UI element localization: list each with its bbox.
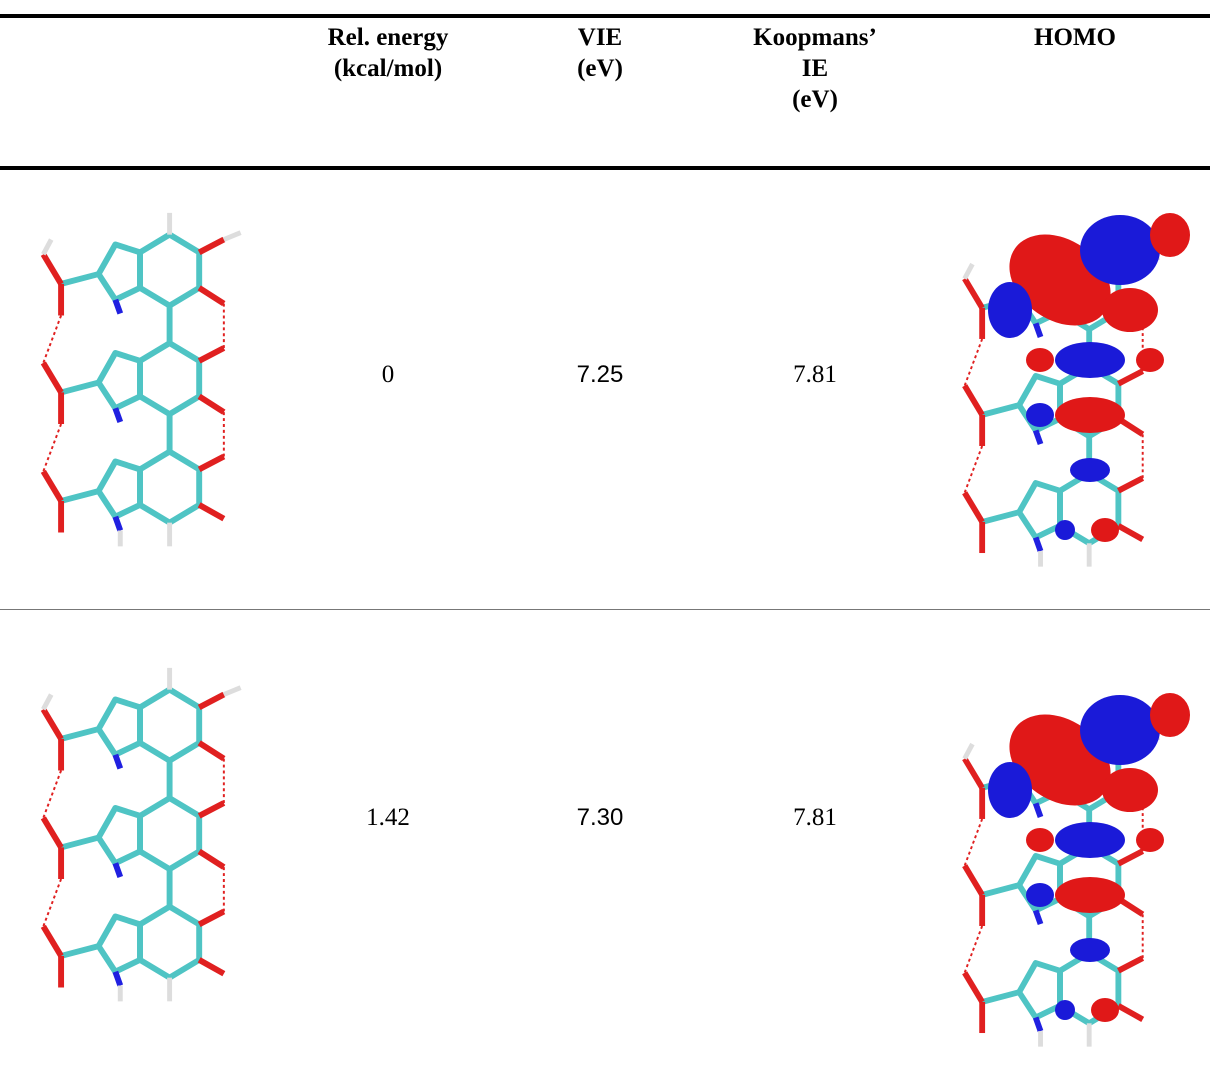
column-header: Rel. energy (kcal/mol) — [288, 22, 488, 84]
page: {"table": { "header": [ [], ["Rel. energ… — [0, 0, 1210, 1092]
header-line: (eV) — [500, 53, 700, 84]
cell: 7.81 — [715, 360, 915, 390]
homo-orbital — [940, 200, 1190, 590]
header-rule — [0, 166, 1210, 170]
header-line: HOMO — [975, 22, 1175, 53]
cell: 7.81 — [715, 803, 915, 833]
cell: 7.25 — [500, 360, 700, 390]
header-line: (kcal/mol) — [288, 53, 488, 84]
column-header: Koopmans’ IE (eV) — [715, 22, 915, 115]
cell: 0 — [288, 360, 488, 390]
header-line: Koopmans’ — [715, 22, 915, 53]
molecule-structure — [20, 205, 260, 570]
row-rule — [0, 609, 1210, 610]
top-rule — [0, 14, 1210, 18]
cell: 1.42 — [288, 803, 488, 833]
header-line: VIE — [500, 22, 700, 53]
header-line: Rel. energy — [288, 22, 488, 53]
cell: 7.30 — [500, 803, 700, 833]
header-line: IE — [715, 53, 915, 84]
column-header: HOMO — [975, 22, 1175, 53]
header-line: (eV) — [715, 84, 915, 115]
column-header: VIE (eV) — [500, 22, 700, 84]
homo-orbital — [940, 680, 1190, 1070]
molecule-structure — [20, 660, 260, 1025]
